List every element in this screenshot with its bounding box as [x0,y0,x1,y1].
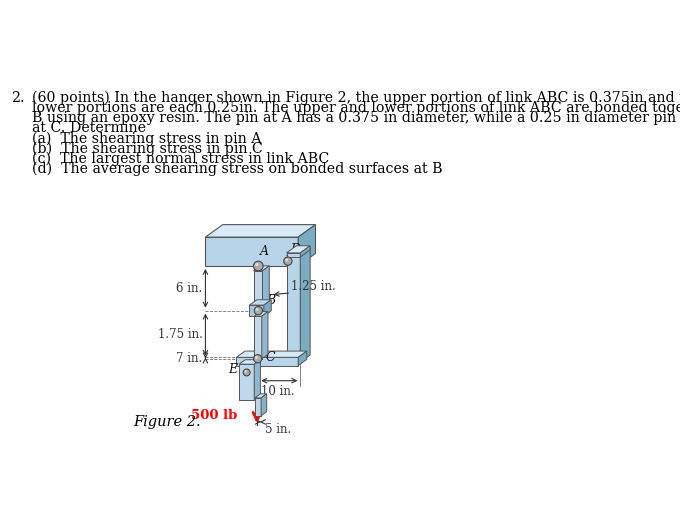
Polygon shape [250,305,264,316]
Polygon shape [250,300,271,305]
Text: 1.75 in.: 1.75 in. [158,328,203,341]
Polygon shape [286,248,310,256]
Text: Figure 2.: Figure 2. [133,415,201,429]
Text: B: B [267,294,275,307]
Text: (c)  The largest normal stress in link ABC: (c) The largest normal stress in link AB… [32,152,329,166]
Circle shape [255,356,258,359]
Circle shape [256,308,258,311]
Polygon shape [286,256,301,362]
Text: A: A [260,245,269,258]
Polygon shape [254,312,268,316]
Circle shape [254,355,262,363]
Polygon shape [286,253,301,257]
Circle shape [243,369,250,376]
Polygon shape [261,394,267,416]
Circle shape [255,263,258,266]
Polygon shape [237,357,299,366]
Polygon shape [254,360,260,400]
Text: at C. Determine: at C. Determine [32,121,146,134]
Text: 500 lb: 500 lb [191,408,238,422]
Polygon shape [299,351,307,366]
Polygon shape [262,312,268,359]
Text: (b)  The shearing stress in pin C: (b) The shearing stress in pin C [32,142,262,156]
Polygon shape [237,351,307,357]
Polygon shape [254,266,269,271]
Circle shape [284,257,292,265]
Text: 7 in.: 7 in. [176,351,203,365]
Text: 1.25 in.: 1.25 in. [291,280,336,293]
Circle shape [244,370,247,372]
Circle shape [285,258,288,262]
Text: B using an epoxy resin. The pin at A has a 0.375 in diameter, while a 0.25 in di: B using an epoxy resin. The pin at A has… [32,111,680,124]
Text: lower portions are each 0.25in. The upper and lower portions of link ABC are bon: lower portions are each 0.25in. The uppe… [32,101,680,115]
Circle shape [254,261,263,271]
Polygon shape [255,394,267,398]
Circle shape [254,306,262,315]
Polygon shape [255,398,261,416]
Text: (60 points) In the hanger shown in Figure 2, the upper portion of link ABC is 0.: (60 points) In the hanger shown in Figur… [32,91,680,105]
Polygon shape [301,246,310,257]
Polygon shape [205,237,299,266]
Polygon shape [254,271,262,311]
Text: 6 in.: 6 in. [176,282,203,295]
Polygon shape [264,300,271,316]
Polygon shape [301,248,310,362]
Text: (a)  The shearing stress in pin A: (a) The shearing stress in pin A [32,132,261,146]
Text: 5 in.: 5 in. [265,423,292,436]
Polygon shape [262,266,269,311]
Text: E: E [228,363,237,376]
Text: (d)  The average shearing stress on bonded surfaces at B: (d) The average shearing stress on bonde… [32,162,442,176]
Polygon shape [239,364,254,400]
Text: 2.: 2. [11,91,24,105]
Text: D: D [290,243,301,256]
Polygon shape [286,246,310,253]
Polygon shape [205,224,316,237]
Text: 10 in.: 10 in. [260,385,294,398]
Polygon shape [299,224,316,266]
Polygon shape [254,316,262,359]
Polygon shape [239,360,260,364]
Text: C: C [265,351,275,364]
